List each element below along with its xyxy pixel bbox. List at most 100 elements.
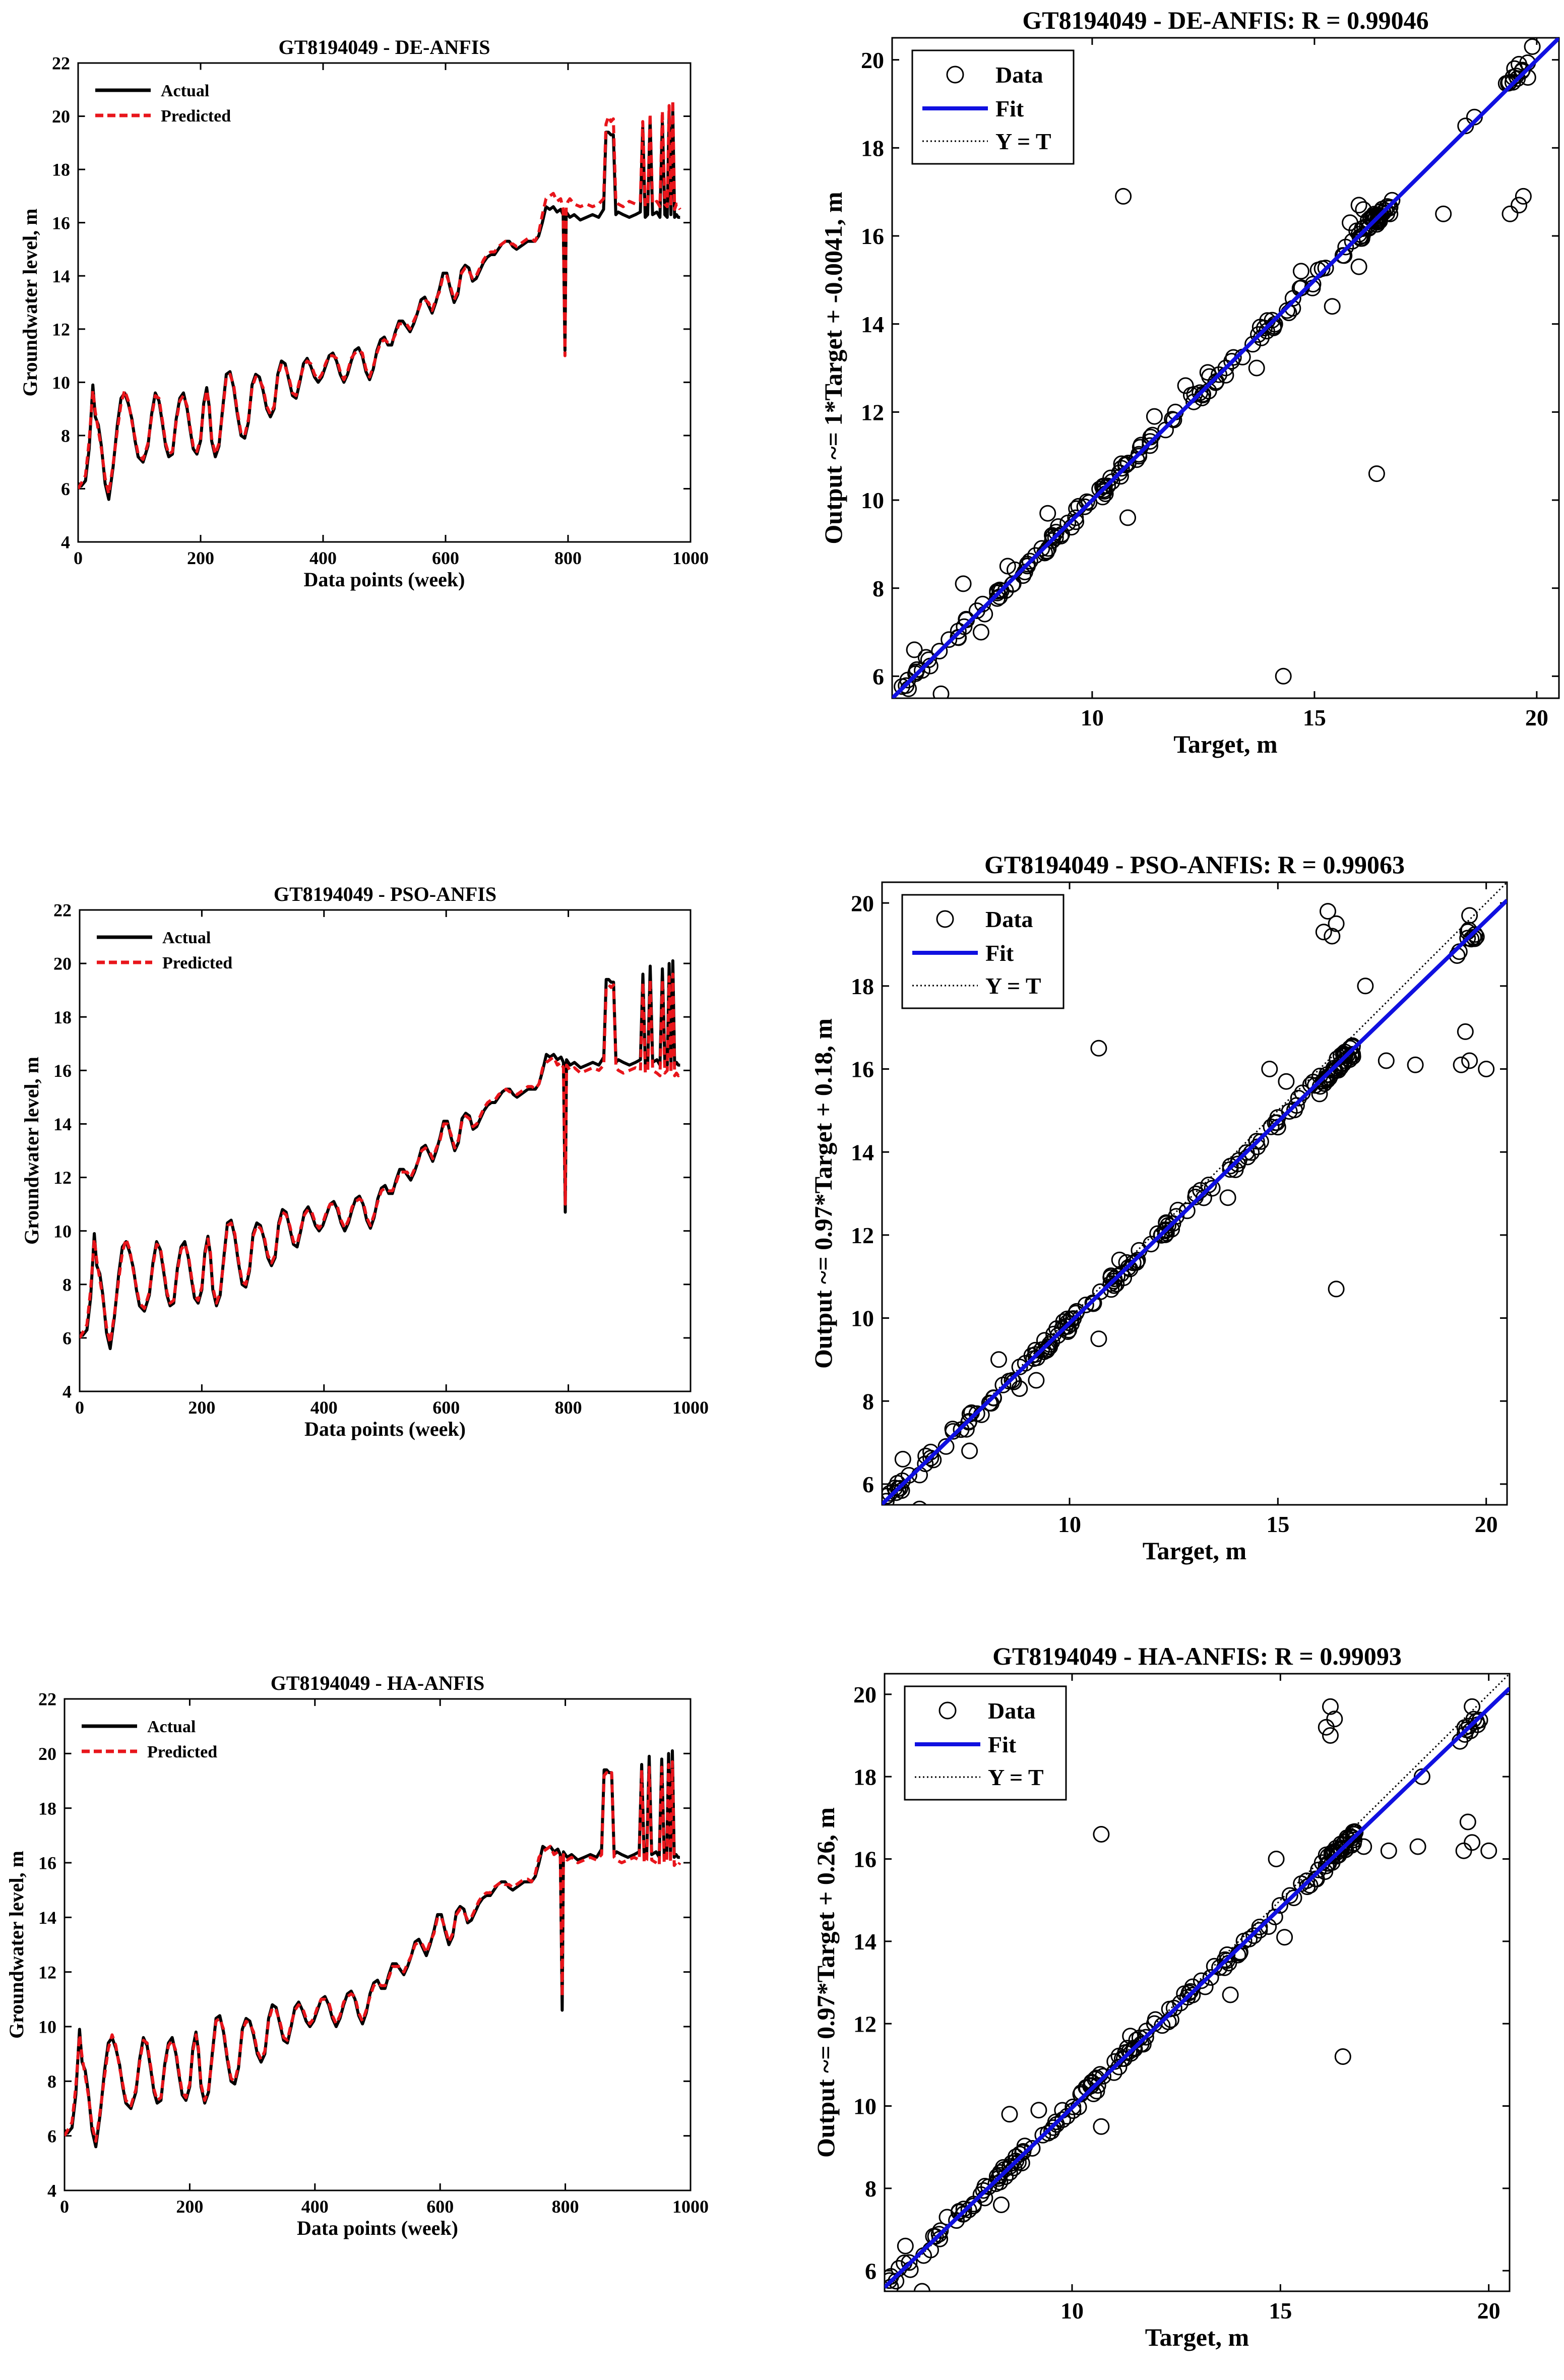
data-point	[972, 624, 989, 641]
data-point	[1471, 1712, 1488, 1729]
data-point	[1267, 1114, 1284, 1131]
y-tick-label: 4	[47, 2181, 56, 2201]
data-point	[941, 631, 958, 648]
y-axis-label: Output ~= 1*Target + -0.0041, m	[819, 192, 847, 544]
data-point	[1222, 1157, 1239, 1175]
y-tick-label: 12	[851, 1223, 874, 1248]
y-axis-label: Groundwater level, m	[19, 209, 41, 397]
y-tick-label: 12	[853, 2011, 877, 2037]
data-point	[1288, 1097, 1305, 1114]
x-tick-label: 600	[432, 548, 459, 568]
y-tick-label: 10	[53, 1221, 72, 1241]
data-point	[1200, 1177, 1217, 1193]
data-point	[1263, 1118, 1280, 1135]
data-point	[1044, 527, 1060, 544]
data-point	[1146, 408, 1163, 425]
data-point	[1065, 2098, 1082, 2115]
data-point	[1222, 1986, 1239, 2003]
data-point	[1030, 2102, 1047, 2119]
data-point	[1315, 924, 1332, 941]
x-tick-label: 800	[555, 1397, 582, 1418]
legend-data-marker	[946, 66, 964, 84]
y-tick-label: 6	[47, 2126, 56, 2146]
data-point	[1043, 1333, 1060, 1350]
legend-predicted-label: Predicted	[162, 954, 232, 972]
data-point	[1054, 2111, 1071, 2128]
data-point	[1466, 108, 1483, 126]
fit-line	[882, 898, 1507, 1505]
x-tick-label: 1000	[672, 2196, 709, 2217]
chart-title: GT8194049 - DE-ANFIS: R = 0.99046	[1022, 6, 1428, 34]
regression-chart: 10 15 20 6 8 10 12 14 16 18 20 GT8194049 - HA-ANFIS…	[811, 1642, 1511, 2351]
legend-box	[85, 70, 257, 131]
data-point	[1250, 326, 1267, 343]
x-tick-label: 400	[310, 1397, 338, 1418]
data-point	[1076, 498, 1093, 515]
data-point	[1109, 1267, 1126, 1285]
y-tick-label: 10	[853, 2094, 877, 2119]
plot-frame	[891, 37, 1560, 699]
chart-title: GT8194049 - DE-ANFIS	[278, 36, 490, 58]
data-point	[912, 1500, 927, 1505]
legend-fit-label: Fit	[985, 940, 1014, 966]
data-point	[1112, 468, 1129, 485]
data-point	[1235, 1932, 1253, 1949]
y-tick-label: 20	[853, 1682, 877, 1707]
data-point	[1478, 1061, 1495, 1077]
timeseries-chart: 0 200 400 600 800 1000 4 6 8 10 12 14 16 18 20 22 GT8194…	[5, 1672, 709, 2239]
series-predicted-line	[65, 1760, 681, 2143]
plot-area	[892, 38, 1559, 698]
data-point	[1378, 1052, 1395, 1069]
y-tick-label: 6	[62, 1328, 72, 1348]
data-point	[1017, 1355, 1034, 1372]
data-point	[1524, 38, 1541, 55]
x-tick-label: 400	[309, 548, 337, 568]
data-point	[1122, 2028, 1139, 2045]
y-tick-label: 20	[38, 1744, 56, 1764]
data-point	[920, 651, 937, 668]
plot-frame	[79, 909, 692, 1392]
data-point	[1001, 2106, 1018, 2123]
regression-chart: 10 15 20 6 8 10 12 14 16 18 20 GT8194049 - DE-ANFIS…	[819, 6, 1560, 758]
data-point	[1090, 1330, 1107, 1348]
data-point	[1261, 1061, 1278, 1077]
y-tick-label: 10	[861, 487, 884, 513]
y-tick-label: 18	[53, 1007, 72, 1027]
data-point	[1281, 1887, 1298, 1904]
data-point	[1248, 359, 1265, 377]
x-axis-label: Data points (week)	[304, 1418, 466, 1440]
y-axis-label: Groundwater level, m	[20, 1057, 43, 1245]
x-tick-label: 1000	[672, 548, 709, 568]
data-point	[960, 1414, 977, 1431]
data-point	[1062, 1310, 1080, 1327]
data-point	[1002, 2158, 1018, 2175]
data-point	[1334, 2048, 1351, 2065]
data-point	[999, 558, 1016, 575]
legend-data-label: Data	[988, 1698, 1036, 1724]
x-axis-label: Data points (week)	[304, 568, 465, 591]
data-point	[1048, 2116, 1065, 2133]
y-tick-label: 20	[861, 47, 884, 73]
data-point	[955, 2201, 972, 2218]
data-point	[1172, 1994, 1189, 2011]
y-tick-label: 8	[62, 1274, 72, 1295]
y-axis-label: Groundwater level, m	[5, 1851, 28, 2039]
y-tick-label: 10	[38, 2017, 56, 2037]
data-point	[1504, 74, 1521, 91]
data-point	[1124, 1254, 1142, 1271]
data-point	[1324, 928, 1341, 945]
y-tick-label: 14	[53, 1114, 72, 1134]
data-point	[1293, 1875, 1310, 1892]
data-point	[1355, 1838, 1372, 1855]
data-point	[1513, 63, 1530, 80]
plot-frame	[64, 1698, 692, 2191]
data-point	[993, 2196, 1010, 2213]
data-point	[1290, 1089, 1307, 1107]
data-point	[1357, 978, 1374, 995]
data-point	[1342, 214, 1358, 231]
data-point	[1331, 1056, 1348, 1073]
data-point	[1229, 1155, 1246, 1173]
legend-box	[71, 1705, 243, 1767]
